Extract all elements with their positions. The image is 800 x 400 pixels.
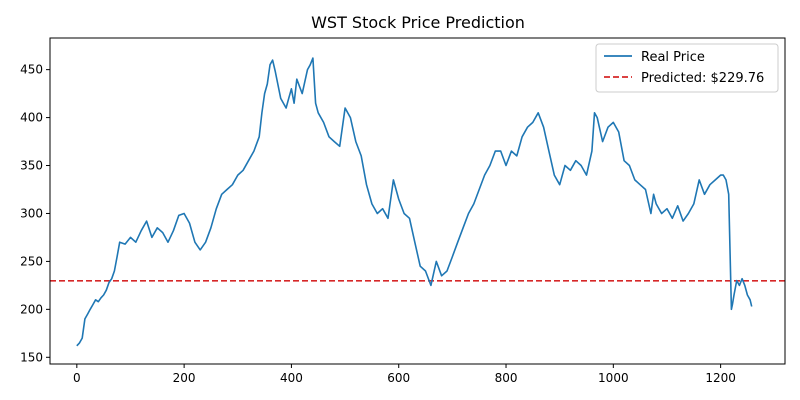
x-tick-label: 600 — [387, 371, 410, 385]
x-tick-label: 1200 — [705, 371, 736, 385]
x-tick-label: 200 — [173, 371, 196, 385]
legend-box — [595, 43, 779, 93]
plot-area — [49, 37, 786, 365]
axes-frame — [49, 37, 786, 365]
chart-title: WST Stock Price Prediction — [311, 13, 525, 32]
y-tick-label: 350 — [20, 159, 43, 173]
legend-label-real-price: Real Price — [641, 50, 705, 65]
legend-label-predicted: Predicted: $229.76 — [641, 71, 764, 86]
legend: Real Price Predicted: $229.76 — [595, 43, 779, 93]
y-tick-label: 450 — [20, 63, 43, 77]
x-tick-label: 0 — [73, 371, 81, 385]
y-tick-label: 250 — [20, 254, 43, 268]
y-tick-label: 150 — [20, 350, 43, 364]
x-tick-label: 1000 — [598, 371, 629, 385]
x-tick-label: 400 — [280, 371, 303, 385]
y-tick-label: 300 — [20, 206, 43, 220]
y-axis: 150 200 250 300 350 400 450 — [20, 63, 50, 364]
x-tick-label: 800 — [495, 371, 518, 385]
y-tick-label: 200 — [20, 302, 43, 316]
x-axis: 0 200 400 600 800 1000 1200 — [73, 364, 736, 385]
y-tick-label: 400 — [20, 111, 43, 125]
real-price-line — [76, 57, 753, 347]
